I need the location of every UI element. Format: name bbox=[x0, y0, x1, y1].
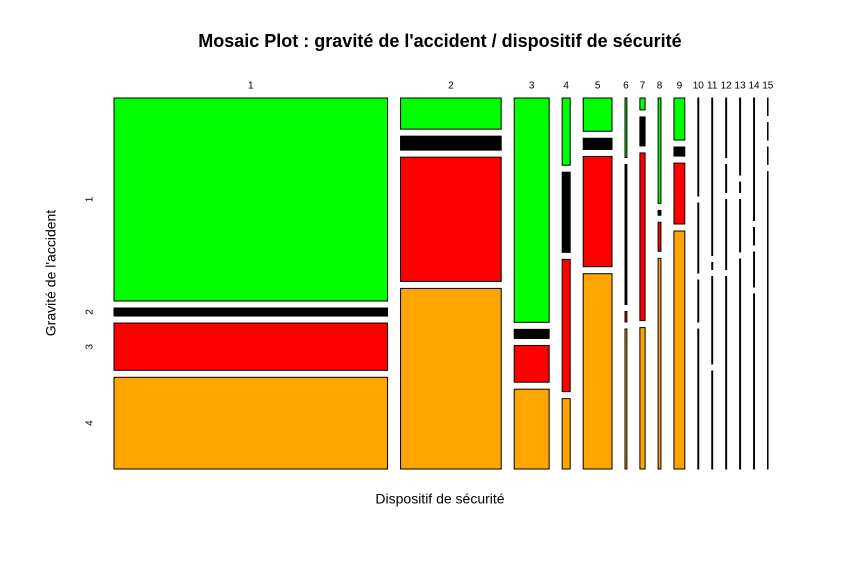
y-axis-label: Gravité de l'accident bbox=[43, 210, 59, 337]
mosaic-cell bbox=[697, 97, 700, 197]
mosaic-cell bbox=[711, 262, 714, 270]
mosaic-cell bbox=[739, 199, 742, 253]
mosaic-cell bbox=[753, 227, 756, 246]
mosaic-cell bbox=[513, 344, 550, 383]
mosaic-cell bbox=[400, 287, 502, 470]
x-tick-label: 5 bbox=[595, 81, 601, 92]
mosaic-cell bbox=[697, 279, 700, 323]
mosaic-cell bbox=[767, 97, 769, 116]
mosaic-cell bbox=[657, 209, 662, 216]
mosaic-cell bbox=[753, 293, 756, 470]
mosaic-cell bbox=[624, 328, 628, 470]
mosaic-cell bbox=[725, 97, 728, 158]
mosaic-cell bbox=[400, 135, 502, 151]
mosaic-cell bbox=[513, 328, 550, 339]
mosaic-cell bbox=[767, 146, 769, 165]
x-tick-label: 13 bbox=[735, 81, 747, 92]
mosaic-cell bbox=[711, 370, 714, 470]
y-tick-label: 1 bbox=[85, 196, 96, 202]
x-tick-label: 10 bbox=[693, 81, 705, 92]
mosaic-cell bbox=[739, 97, 742, 176]
mosaic-cell bbox=[513, 388, 550, 470]
mosaic-cell bbox=[673, 162, 686, 225]
mosaic-cell bbox=[739, 181, 742, 193]
x-tick-label: 11 bbox=[707, 81, 718, 92]
mosaic-cell bbox=[639, 97, 646, 111]
x-axis-label: Dispositif de sécurité bbox=[375, 491, 504, 507]
mosaic-cell bbox=[400, 97, 502, 130]
mosaic-cell bbox=[561, 171, 571, 253]
y-tick-label: 2 bbox=[85, 309, 96, 315]
mosaic-cell bbox=[767, 122, 769, 141]
x-tick-label: 12 bbox=[721, 81, 733, 92]
mosaic-cell bbox=[673, 97, 686, 141]
x-tick-label: 8 bbox=[657, 81, 663, 92]
mosaic-cell bbox=[624, 311, 628, 323]
mosaic-cell bbox=[113, 322, 389, 371]
mosaic-cell bbox=[697, 202, 700, 274]
x-tick-label: 7 bbox=[640, 81, 646, 92]
mosaic-cell bbox=[561, 398, 571, 470]
mosaic-cell bbox=[561, 258, 571, 393]
mosaic-cell bbox=[725, 199, 728, 270]
mosaic-cell bbox=[113, 307, 389, 317]
x-tick-label: 1 bbox=[248, 81, 254, 92]
mosaic-cell bbox=[113, 97, 389, 302]
mosaic-cell bbox=[673, 146, 686, 157]
x-tick-label: 2 bbox=[448, 81, 454, 92]
mosaic-cell bbox=[753, 97, 756, 221]
mosaic-cell bbox=[739, 258, 742, 470]
mosaic-cell bbox=[582, 137, 613, 150]
chart-title: Mosaic Plot : gravité de l'accident / di… bbox=[198, 31, 681, 51]
mosaic-cell bbox=[639, 152, 646, 322]
mosaic-cell bbox=[113, 376, 389, 470]
mosaic-cell bbox=[582, 155, 613, 268]
mosaic-cell bbox=[400, 156, 502, 282]
y-tick-label: 4 bbox=[85, 420, 96, 426]
mosaic-cell bbox=[513, 97, 550, 323]
mosaic-cell bbox=[657, 97, 662, 204]
mosaic-cell bbox=[582, 97, 613, 132]
mosaic-cell bbox=[697, 328, 700, 470]
x-tick-label: 9 bbox=[677, 81, 683, 92]
mosaic-cell bbox=[711, 276, 714, 365]
mosaic-cell bbox=[753, 251, 756, 288]
mosaic-cell bbox=[673, 230, 686, 470]
mosaic-cell bbox=[582, 273, 613, 470]
mosaic-cell bbox=[725, 164, 728, 193]
mosaic-cell bbox=[767, 171, 769, 470]
x-tick-label: 6 bbox=[623, 81, 629, 92]
mosaic-cell bbox=[657, 221, 662, 252]
mosaic-cell bbox=[561, 97, 571, 166]
mosaic-cell bbox=[657, 257, 662, 470]
mosaic-cell bbox=[624, 97, 628, 158]
mosaic-cell bbox=[639, 327, 646, 470]
mosaic-cell bbox=[639, 116, 646, 147]
mosaic-cell bbox=[711, 97, 714, 256]
mosaic-cell bbox=[725, 276, 728, 470]
x-tick-label: 4 bbox=[563, 81, 569, 92]
x-tick-label: 14 bbox=[748, 81, 760, 92]
y-tick-label: 3 bbox=[85, 343, 96, 349]
mosaic-cell bbox=[624, 164, 628, 305]
x-tick-label: 3 bbox=[529, 81, 535, 92]
x-tick-label: 15 bbox=[762, 81, 774, 92]
